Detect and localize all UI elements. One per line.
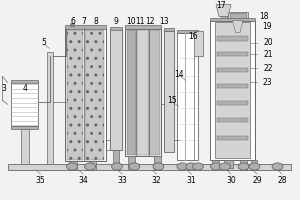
Bar	[127, 30, 136, 155]
Bar	[125, 29, 161, 156]
Text: 17: 17	[217, 1, 226, 10]
Bar	[125, 25, 161, 29]
Bar	[11, 80, 38, 83]
Bar	[136, 30, 148, 155]
Text: 28: 28	[277, 176, 287, 185]
Bar	[128, 156, 135, 170]
Bar	[67, 30, 83, 160]
Text: 20: 20	[263, 38, 273, 47]
Bar	[154, 156, 160, 170]
Bar	[210, 21, 255, 160]
Bar	[164, 31, 174, 152]
Text: 19: 19	[262, 22, 272, 31]
Bar	[224, 160, 233, 168]
Bar	[240, 160, 247, 170]
Circle shape	[129, 163, 140, 170]
Bar	[70, 23, 74, 26]
Text: 31: 31	[187, 176, 196, 185]
Text: 6: 6	[70, 17, 75, 26]
Bar	[230, 13, 246, 20]
Text: 7: 7	[81, 17, 86, 26]
Bar	[65, 25, 106, 29]
Text: 14: 14	[175, 70, 184, 79]
Bar	[11, 126, 38, 129]
Text: 4: 4	[22, 84, 27, 93]
Text: 33: 33	[118, 176, 127, 185]
Bar	[47, 52, 53, 164]
Circle shape	[153, 163, 164, 170]
Text: 16: 16	[189, 32, 198, 41]
Circle shape	[220, 163, 230, 170]
Circle shape	[238, 163, 249, 170]
Circle shape	[112, 163, 122, 170]
Bar	[69, 161, 76, 170]
Text: 35: 35	[36, 176, 45, 185]
Bar	[177, 30, 198, 33]
Bar	[217, 84, 248, 88]
Text: 13: 13	[160, 17, 169, 26]
Polygon shape	[216, 5, 231, 17]
Text: 23: 23	[262, 78, 272, 87]
Bar	[149, 30, 160, 155]
Bar	[21, 129, 28, 164]
Bar	[65, 28, 106, 161]
Bar	[177, 33, 198, 160]
Bar	[217, 101, 248, 105]
Circle shape	[85, 163, 95, 170]
Bar	[250, 160, 257, 170]
Circle shape	[211, 163, 221, 170]
Text: 21: 21	[263, 50, 273, 59]
Text: 34: 34	[79, 176, 88, 185]
Text: 5: 5	[41, 38, 46, 47]
Polygon shape	[232, 21, 243, 33]
Text: 15: 15	[167, 96, 176, 105]
Bar	[110, 27, 122, 30]
Circle shape	[186, 163, 197, 170]
Text: 29: 29	[253, 176, 262, 185]
Bar	[164, 28, 174, 31]
Circle shape	[249, 163, 260, 170]
Bar	[217, 118, 248, 122]
Text: 8: 8	[93, 17, 98, 26]
Bar	[85, 30, 104, 160]
Bar	[110, 29, 122, 150]
Bar	[217, 68, 248, 72]
Circle shape	[177, 163, 188, 170]
Bar	[210, 18, 255, 21]
Circle shape	[193, 163, 203, 170]
Bar	[217, 136, 248, 140]
Bar	[88, 161, 96, 170]
Bar	[217, 52, 248, 56]
Text: 22: 22	[263, 64, 273, 73]
Text: 32: 32	[152, 176, 161, 185]
Text: 12: 12	[145, 17, 155, 26]
Bar	[221, 16, 227, 21]
Bar	[194, 31, 203, 56]
Circle shape	[272, 163, 283, 170]
Text: 30: 30	[226, 176, 236, 185]
Bar	[8, 164, 291, 170]
Circle shape	[67, 163, 77, 170]
Text: 9: 9	[113, 17, 118, 26]
Bar	[215, 22, 250, 158]
Bar	[11, 82, 38, 126]
Bar	[228, 12, 248, 21]
Bar	[113, 150, 119, 164]
Text: 10: 10	[127, 17, 136, 26]
Text: 3: 3	[1, 84, 6, 93]
Text: 18: 18	[259, 12, 269, 21]
Bar	[212, 160, 219, 170]
Bar	[217, 36, 248, 41]
Text: 11: 11	[136, 17, 145, 26]
